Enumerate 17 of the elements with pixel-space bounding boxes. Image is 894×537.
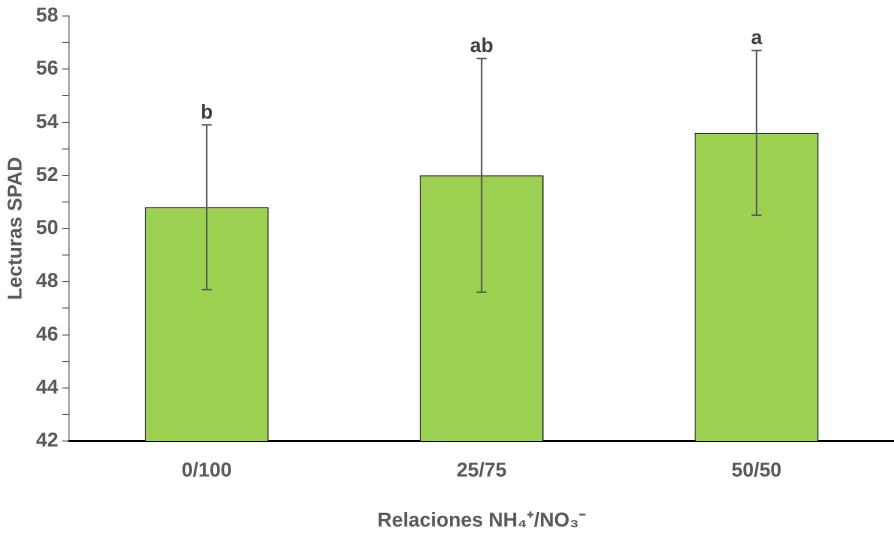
y-tick-label: 48: [36, 270, 58, 292]
x-tick-label: 25/75: [456, 460, 507, 482]
x-tick-label: 0/100: [182, 460, 232, 482]
annotation: a: [750, 27, 763, 50]
y-tick-label: 44: [36, 376, 60, 398]
y-axis-title: Lecturas SPAD: [4, 156, 27, 300]
y-tick-label: 42: [36, 430, 58, 452]
y-tick-label: 54: [36, 110, 60, 133]
y-tick-label: 52: [36, 164, 58, 186]
y-tick-label: 46: [36, 323, 58, 346]
x-tick-label: 50/50: [732, 460, 782, 482]
x-axis-title: Relaciones NH₄⁺/NO₃⁻: [377, 510, 586, 532]
annotation: ab: [470, 35, 494, 58]
y-tick-label: 50: [36, 217, 58, 240]
annotation: b: [200, 101, 213, 124]
y-tick-label: 56: [36, 58, 58, 80]
y-tick-label: 58: [36, 4, 58, 27]
